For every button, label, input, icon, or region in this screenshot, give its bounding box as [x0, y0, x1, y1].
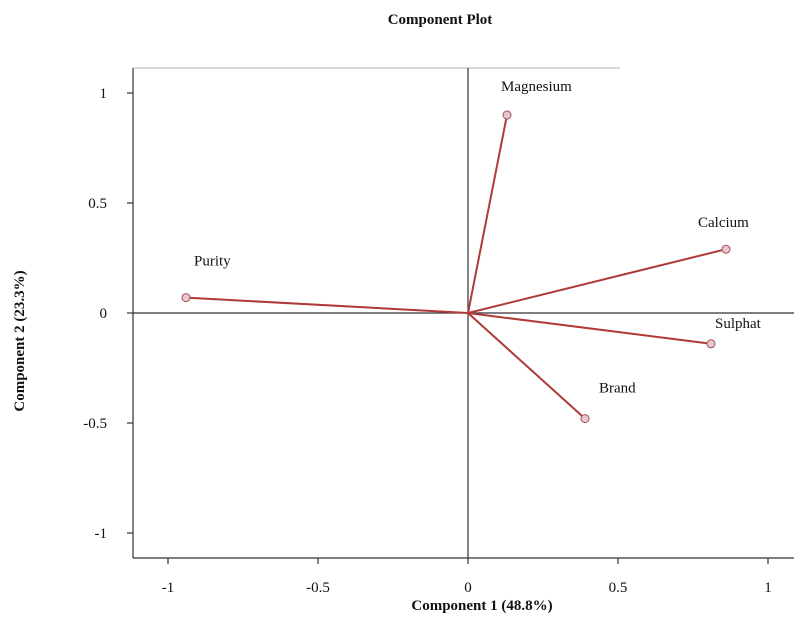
x-tick-label: 0	[464, 580, 472, 596]
y-tick-label: 0.5	[88, 196, 107, 212]
point-label-brand: Brand	[599, 381, 636, 397]
loading-vector-purity	[185, 296, 469, 314]
loading-point-purity	[181, 293, 191, 303]
x-tick-label: 1	[764, 580, 772, 596]
x-axis-label: Component 1 (48.8%)	[411, 598, 552, 614]
y-tick-label: 0	[100, 306, 108, 322]
loading-vector-calcium	[467, 248, 727, 314]
point-label-sulphat: Sulphat	[715, 316, 762, 332]
loading-point-sulphat	[706, 339, 716, 349]
loading-point-brand	[580, 414, 590, 424]
point-label-calcium: Calcium	[698, 215, 749, 231]
x-axis-ticks: -1 -0.5 0 0.5 1	[162, 558, 772, 596]
loading-point-magnesium	[502, 110, 512, 120]
loading-point-calcium	[721, 244, 731, 254]
point-label-purity: Purity	[194, 254, 231, 270]
y-tick-label: -1	[95, 526, 108, 542]
y-tick-label: 1	[100, 86, 108, 102]
y-tick-label: -0.5	[83, 416, 107, 432]
loading-vector-magnesium	[467, 114, 508, 314]
loading-vectors: Magnesium Calcium Purity Sulphat Brand	[181, 79, 762, 424]
x-tick-label: -1	[162, 580, 175, 596]
loading-vector-sulphat	[467, 312, 712, 345]
loading-vector-brand	[467, 312, 586, 420]
y-axis-ticks: 1 0.5 0 -0.5 -1	[83, 86, 133, 542]
point-label-magnesium: Magnesium	[501, 79, 572, 95]
x-tick-label: 0.5	[609, 580, 628, 596]
x-tick-label: -0.5	[306, 580, 330, 596]
chart-title: Component Plot	[388, 12, 493, 28]
y-axis-label: Component 2 (23.3%)	[12, 270, 28, 411]
